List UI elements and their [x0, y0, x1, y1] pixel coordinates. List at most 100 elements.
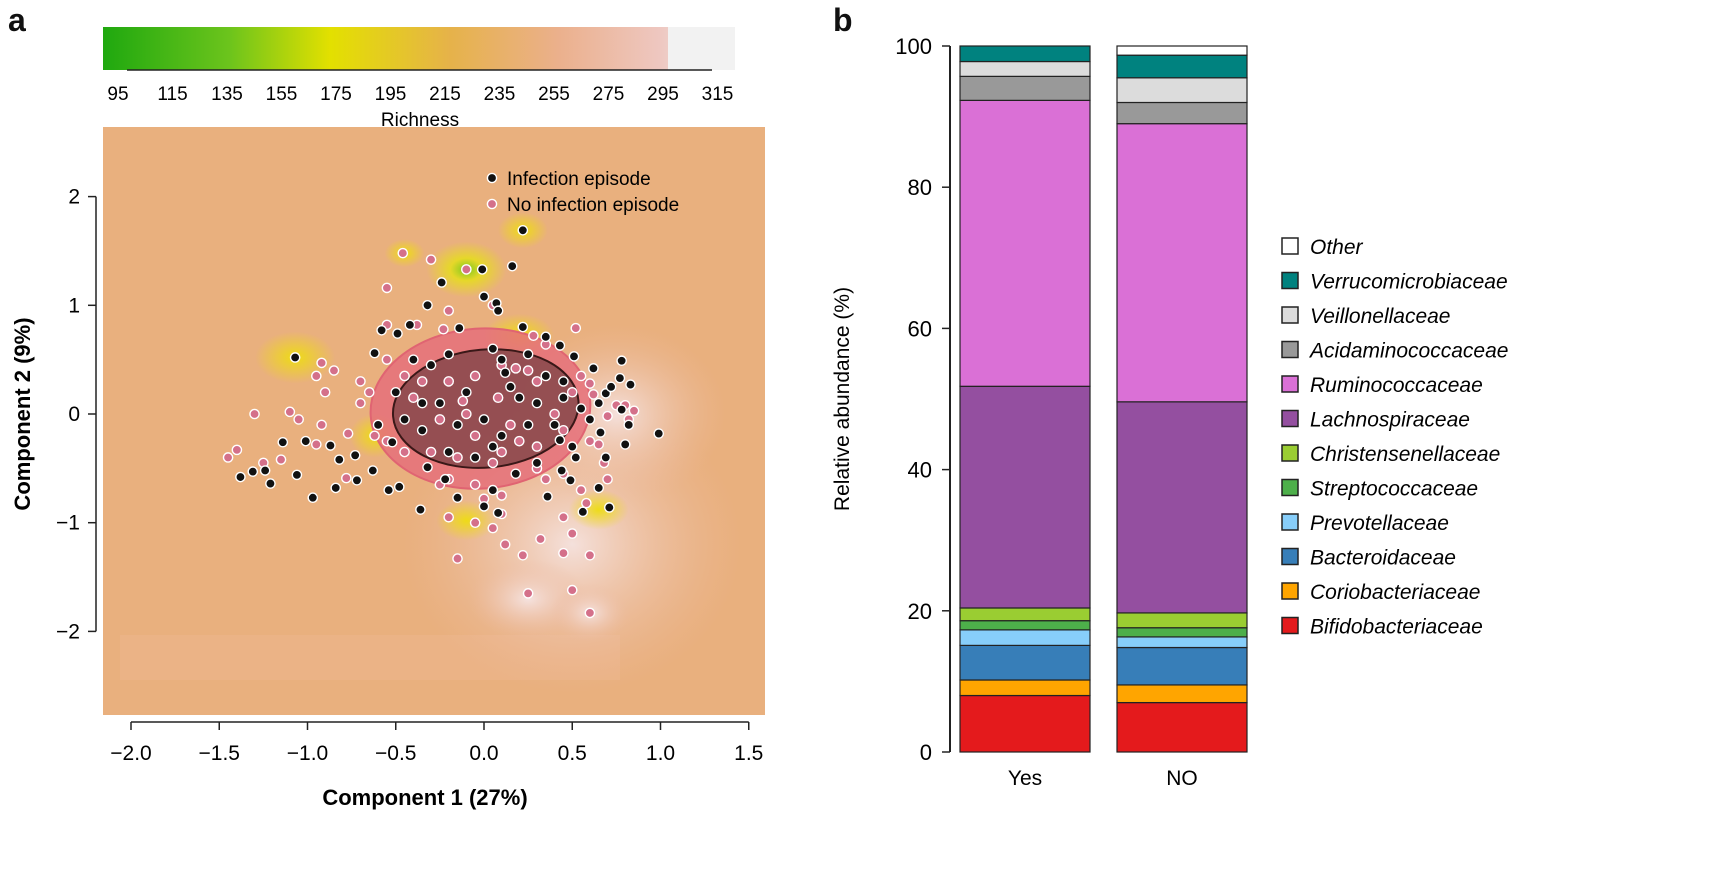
y-tick-label: 2: [68, 186, 80, 209]
infection-point: [487, 484, 499, 496]
infection-point: [577, 506, 589, 518]
no-infection-point: [499, 539, 511, 550]
legend-label: No infection episode: [507, 195, 679, 216]
infection-point: [566, 441, 578, 452]
bar-segment-ruminococcaceae: [1116, 123, 1248, 403]
no-infection-point: [425, 254, 437, 265]
no-infection-point: [342, 428, 354, 439]
legend-swatch: [1281, 513, 1299, 531]
no-infection-point: [284, 406, 296, 418]
infection-point: [542, 491, 553, 502]
legend-swatch: [1281, 375, 1299, 393]
richness-colorbar: 95 115 135 155 175 195 215 235 255 275 295 315 Richn…: [103, 27, 735, 131]
no-infection-point: [416, 376, 428, 387]
ordination-scatter-plot: 95 115 135 155 175 195 215 235 255 275 295 315 Richn…: [10, 27, 765, 810]
no-infection-point: [399, 446, 410, 458]
infection-point: [517, 321, 529, 333]
infection-point: [625, 379, 636, 390]
infection-point: [499, 367, 511, 378]
infection-point: [522, 348, 534, 360]
no-infection-point: [293, 414, 304, 425]
bar-segment-bacteroidaceae: [959, 644, 1091, 681]
x-tick-label: Yes: [1008, 767, 1042, 790]
infection-point: [469, 452, 481, 463]
legend-swatch: [1281, 547, 1299, 566]
infection-point: [616, 404, 627, 415]
bar-segment-bacteroidaceae: [1116, 646, 1248, 686]
infection-point: [416, 425, 428, 436]
no-infection-point: [510, 363, 522, 374]
bar-segment-bifidobacteriaceae: [959, 694, 1091, 753]
no-infection-point: [425, 446, 437, 458]
legend-marker: [486, 172, 498, 184]
no-infection-point: [588, 389, 599, 400]
colorbar-tick-label: 155: [266, 84, 298, 105]
y-tick-label: 0: [920, 740, 932, 765]
no-infection-point: [558, 511, 569, 523]
no-infection-point: [452, 553, 463, 564]
x-tick-label: NO: [1166, 767, 1198, 790]
infection-point: [614, 372, 626, 384]
no-infection-point: [461, 264, 472, 275]
infection-point: [506, 260, 518, 272]
x-tick-label: 1.0: [646, 742, 675, 765]
infection-point: [452, 492, 463, 503]
bar-segment-christensenellaceae: [959, 607, 1091, 622]
no-infection-point: [540, 473, 552, 485]
no-infection-point: [443, 376, 455, 387]
legend-swatch: [1281, 409, 1299, 428]
legend-swatch: [1281, 444, 1299, 462]
no-infection-point: [443, 511, 455, 523]
colorbar-tick-label: 175: [320, 84, 352, 105]
infection-point: [393, 481, 405, 493]
no-infection-point: [549, 408, 560, 420]
bar-segment-lachnospiraceae: [959, 385, 1091, 609]
no-infection-point: [469, 479, 481, 490]
infection-point: [492, 305, 504, 317]
infection-point: [376, 325, 387, 336]
infection-point: [588, 363, 599, 374]
infection-point: [392, 328, 403, 339]
y-tick-label: 40: [908, 458, 932, 483]
infection-point: [478, 291, 490, 302]
no-infection-point: [581, 497, 592, 509]
infection-point: [436, 277, 447, 288]
colorbar-tick-label: 95: [107, 84, 128, 105]
legend-label: Ruminococcaceae: [1310, 374, 1483, 397]
infection-point: [415, 504, 426, 515]
infection-point: [605, 381, 617, 393]
infection-point: [422, 461, 433, 473]
x-tick-label: 0.5: [558, 742, 587, 765]
infection-point: [593, 397, 605, 409]
no-infection-point: [522, 588, 534, 599]
infection-point: [554, 340, 566, 351]
infection-point: [595, 427, 606, 438]
no-infection-point: [593, 439, 605, 450]
no-infection-point: [355, 397, 366, 409]
no-infection-point: [438, 323, 449, 335]
infection-point: [558, 376, 569, 387]
no-infection-point: [369, 430, 380, 442]
infection-point: [487, 441, 499, 452]
bar-segment-christensenellaceae: [1116, 612, 1248, 629]
no-infection-point: [492, 392, 504, 403]
bar-segment-coriobacteriaceae: [959, 679, 1091, 697]
panel-label-a: a: [8, 2, 26, 38]
infection-point: [496, 430, 507, 442]
no-infection-point: [469, 430, 481, 442]
no-infection-point: [452, 452, 463, 463]
colorbar-tick-label: 275: [593, 84, 625, 105]
infection-point: [325, 440, 336, 451]
bar-segment-prevotellaceae: [1116, 636, 1248, 649]
infection-point: [235, 471, 246, 483]
y-tick-label: −2: [56, 620, 80, 643]
legend-swatch: [1281, 616, 1299, 635]
legend-label: Veillonellaceae: [1310, 305, 1451, 328]
infection-point: [289, 352, 301, 363]
infection-point: [510, 468, 522, 480]
x-axis-label: Component 1 (27%): [322, 785, 527, 810]
y-tick-label: 100: [895, 34, 932, 59]
no-infection-point: [584, 378, 596, 389]
no-infection-point: [584, 607, 596, 619]
colorbar-tick-label: 295: [647, 84, 679, 105]
